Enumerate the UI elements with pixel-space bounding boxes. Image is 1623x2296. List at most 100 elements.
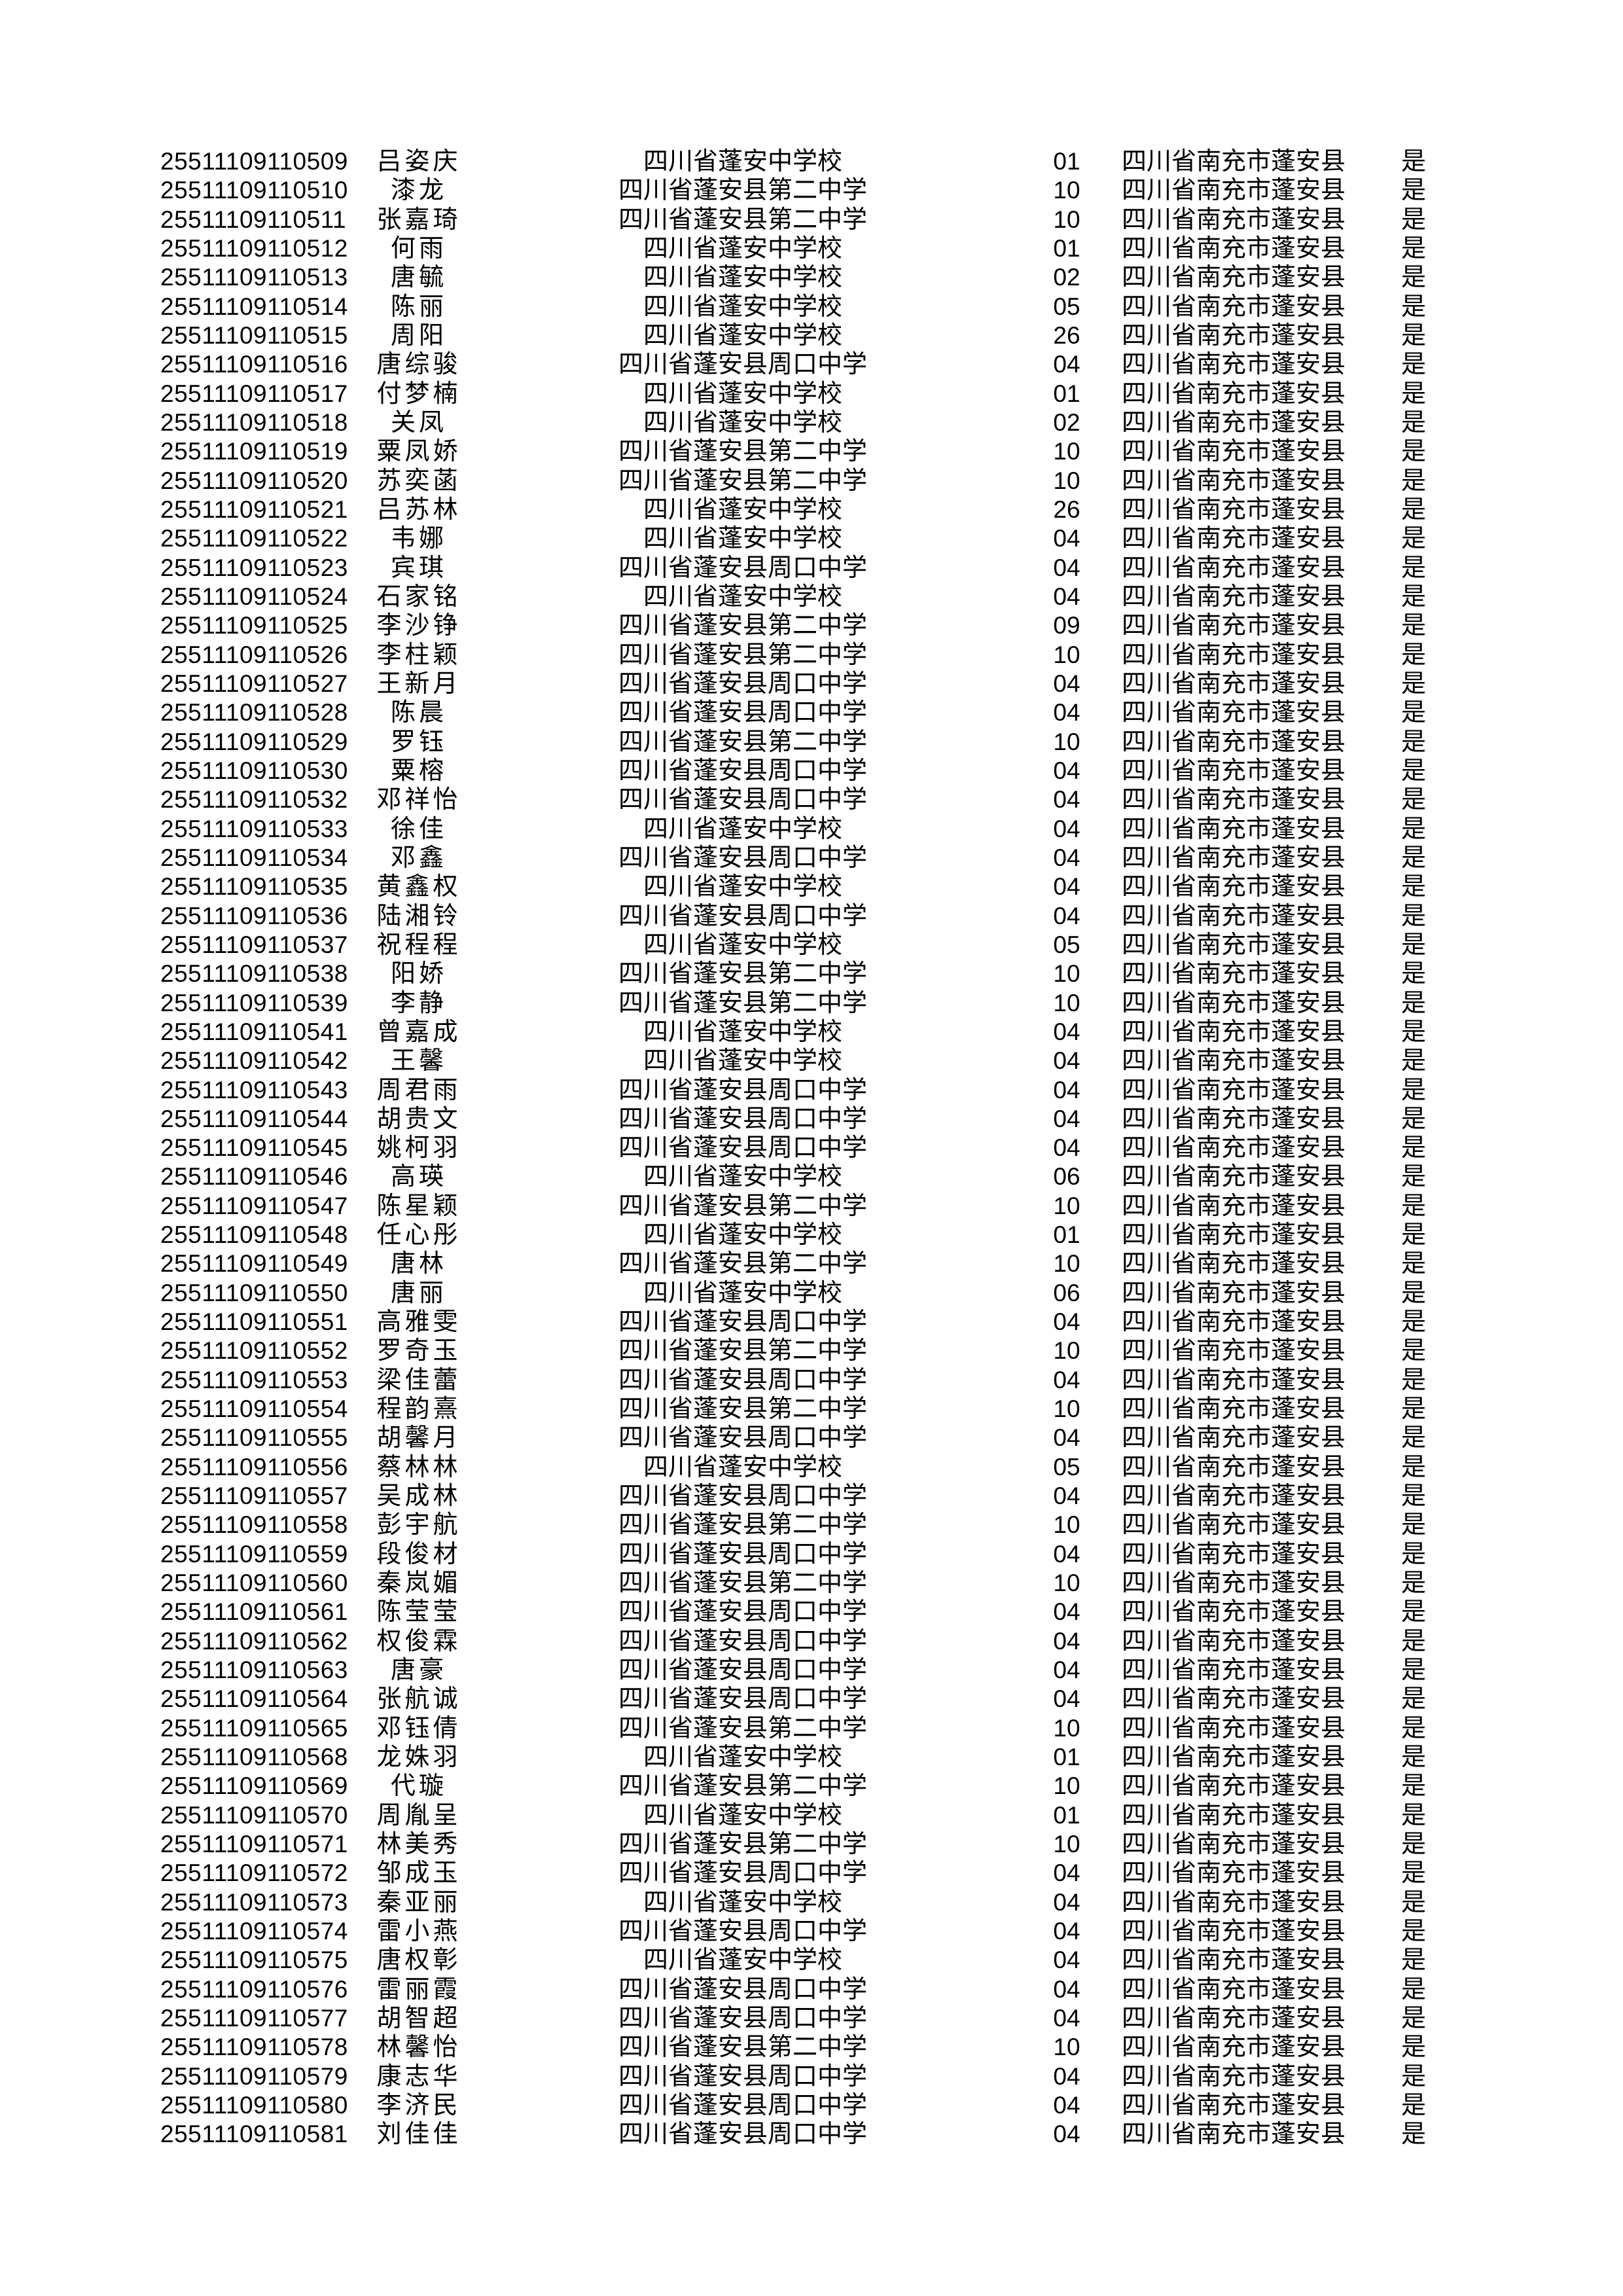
district-cell: 四川省南充市蓬安县 [1121, 583, 1346, 611]
code-cell: 04 [1053, 1657, 1080, 1684]
district-cell: 四川省南充市蓬安县 [1121, 612, 1346, 640]
school-cell: 四川省蓬安县第二中学 [618, 1511, 867, 1539]
code-cell: 04 [1053, 1975, 1080, 2003]
student-name-cell: 蔡林林 [376, 1453, 461, 1481]
district-cell: 四川省南充市蓬安县 [1121, 467, 1346, 495]
table-row: 25511109110555 胡馨月 四川省蓬安县周口中学 04 四川省南充市蓬… [0, 1424, 1623, 1452]
code-cell: 04 [1053, 1424, 1080, 1452]
school-cell: 四川省蓬安县第二中学 [618, 1250, 867, 1278]
exam-id-cell: 25511109110510 [160, 177, 348, 204]
student-name-cell: 龙姝羽 [376, 1744, 461, 1772]
table-row: 25511109110544 胡贵文 四川省蓬安县周口中学 04 四川省南充市蓬… [0, 1105, 1623, 1134]
code-cell: 10 [1053, 206, 1080, 233]
confirmed-cell: 是 [1400, 1888, 1426, 1916]
exam-id-cell: 25511109110541 [160, 1018, 348, 1045]
table-row: 25511109110547 陈星颖 四川省蓬安县第二中学 10 四川省南充市蓬… [0, 1192, 1623, 1221]
code-cell: 10 [1053, 641, 1080, 668]
confirmed-cell: 是 [1400, 2121, 1426, 2149]
exam-id-cell: 25511109110581 [160, 2121, 348, 2148]
student-name-cell: 唐豪 [390, 1657, 447, 1685]
confirmed-cell: 是 [1400, 1744, 1426, 1772]
code-cell: 04 [1053, 902, 1080, 929]
student-name-cell: 韦娜 [390, 525, 447, 553]
student-name-cell: 林馨怡 [376, 2034, 461, 2062]
student-name-cell: 雷小燕 [376, 1918, 461, 1946]
exam-id-cell: 25511109110536 [160, 902, 348, 929]
student-name-cell: 祝程程 [376, 931, 461, 959]
table-row: 25511109110553 梁佳蕾 四川省蓬安县周口中学 04 四川省南充市蓬… [0, 1366, 1623, 1395]
table-row: 25511109110528 陈晨 四川省蓬安县周口中学 04 四川省南充市蓬安… [0, 698, 1623, 727]
exam-id-cell: 25511109110571 [160, 1831, 348, 1858]
district-cell: 四川省南充市蓬安县 [1121, 1018, 1346, 1046]
student-name-cell: 秦岚媚 [376, 1570, 461, 1598]
district-cell: 四川省南充市蓬安县 [1121, 1453, 1346, 1481]
registration-table: 25511109110509 吕姿庆 四川省蓬安中学校 01 四川省南充市蓬安县… [0, 147, 1623, 2149]
table-row: 25511109110522 韦娜 四川省蓬安中学校 04 四川省南充市蓬安县 … [0, 524, 1623, 553]
code-cell: 01 [1053, 148, 1080, 175]
table-row: 25511109110561 陈莹莹 四川省蓬安县周口中学 04 四川省南充市蓬… [0, 1598, 1623, 1626]
table-row: 25511109110560 秦岚媚 四川省蓬安县第二中学 10 四川省南充市蓬… [0, 1569, 1623, 1598]
student-name-cell: 王馨 [390, 1047, 447, 1075]
confirmed-cell: 是 [1400, 554, 1426, 582]
code-cell: 04 [1053, 815, 1080, 842]
exam-id-cell: 25511109110512 [160, 234, 348, 262]
confirmed-cell: 是 [1400, 1627, 1426, 1655]
code-cell: 06 [1053, 1163, 1080, 1191]
table-row: 25511109110562 权俊霖 四川省蓬安县周口中学 04 四川省南充市蓬… [0, 1627, 1623, 1656]
confirmed-cell: 是 [1400, 815, 1426, 843]
confirmed-cell: 是 [1400, 1714, 1426, 1742]
exam-id-cell: 25511109110572 [160, 1859, 348, 1887]
school-cell: 四川省蓬安县周口中学 [618, 844, 867, 872]
code-cell: 04 [1053, 1946, 1080, 1974]
exam-id-cell: 25511109110538 [160, 960, 348, 988]
exam-id-cell: 25511109110527 [160, 670, 348, 697]
confirmed-cell: 是 [1400, 1279, 1426, 1307]
district-cell: 四川省南充市蓬安县 [1121, 1946, 1346, 1975]
code-cell: 06 [1053, 1279, 1080, 1306]
code-cell: 01 [1053, 1801, 1080, 1829]
code-cell: 04 [1053, 1598, 1080, 1626]
confirmed-cell: 是 [1400, 1308, 1426, 1336]
table-row: 25511109110530 粟榕 四川省蓬安县周口中学 04 四川省南充市蓬安… [0, 757, 1623, 785]
exam-id-cell: 25511109110513 [160, 264, 348, 291]
code-cell: 10 [1053, 1511, 1080, 1539]
exam-id-cell: 25511109110555 [160, 1424, 348, 1452]
student-name-cell: 关凤 [390, 408, 447, 437]
code-cell: 10 [1053, 438, 1080, 465]
exam-id-cell: 25511109110570 [160, 1801, 348, 1829]
exam-id-cell: 25511109110563 [160, 1657, 348, 1684]
school-cell: 四川省蓬安县第二中学 [618, 1337, 867, 1365]
school-cell: 四川省蓬安县周口中学 [618, 1308, 867, 1336]
confirmed-cell: 是 [1400, 1570, 1426, 1598]
exam-id-cell: 25511109110579 [160, 2062, 348, 2090]
table-row: 25511109110534 邓鑫 四川省蓬安县周口中学 04 四川省南充市蓬安… [0, 844, 1623, 872]
school-cell: 四川省蓬安中学校 [643, 408, 842, 437]
district-cell: 四川省南充市蓬安县 [1121, 2121, 1346, 2149]
confirmed-cell: 是 [1400, 583, 1426, 611]
code-cell: 05 [1053, 1453, 1080, 1480]
school-cell: 四川省蓬安县第二中学 [618, 612, 867, 640]
table-row: 25511109110574 雷小燕 四川省蓬安县周口中学 04 四川省南充市蓬… [0, 1917, 1623, 1946]
district-cell: 四川省南充市蓬安县 [1121, 1366, 1346, 1394]
school-cell: 四川省蓬安中学校 [643, 380, 842, 408]
code-cell: 01 [1053, 1744, 1080, 1771]
confirmed-cell: 是 [1400, 1424, 1426, 1452]
district-cell: 四川省南充市蓬安县 [1121, 380, 1346, 408]
district-cell: 四川省南充市蓬安县 [1121, 1801, 1346, 1829]
district-cell: 四川省南充市蓬安县 [1121, 1657, 1346, 1685]
school-cell: 四川省蓬安中学校 [643, 321, 842, 350]
code-cell: 10 [1053, 728, 1080, 755]
student-name-cell: 周君雨 [376, 1076, 461, 1104]
school-cell: 四川省蓬安中学校 [643, 1279, 842, 1307]
code-cell: 01 [1053, 1221, 1080, 1249]
code-cell: 04 [1053, 699, 1080, 726]
code-cell: 04 [1053, 1482, 1080, 1510]
exam-id-cell: 25511109110533 [160, 815, 348, 842]
table-row: 25511109110549 唐林 四川省蓬安县第二中学 10 四川省南充市蓬安… [0, 1249, 1623, 1278]
table-row: 25511109110570 周胤呈 四川省蓬安中学校 01 四川省南充市蓬安县… [0, 1801, 1623, 1830]
table-row: 25511109110516 唐综骏 四川省蓬安县周口中学 04 四川省南充市蓬… [0, 350, 1623, 379]
school-cell: 四川省蓬安县周口中学 [618, 1076, 867, 1104]
exam-id-cell: 25511109110519 [160, 438, 348, 465]
school-cell: 四川省蓬安中学校 [643, 495, 842, 524]
school-cell: 四川省蓬安县第二中学 [618, 206, 867, 234]
